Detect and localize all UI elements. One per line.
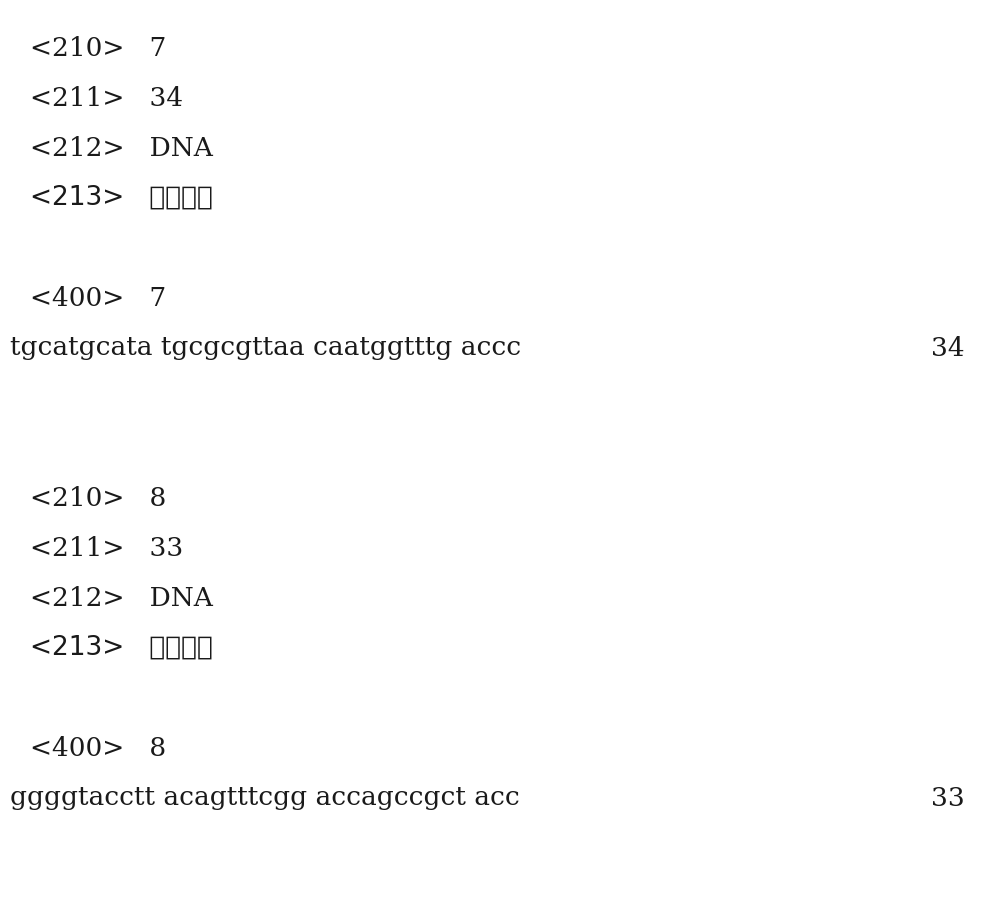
Text: <400>   7: <400> 7 [30, 285, 166, 310]
Text: <211>   34: <211> 34 [30, 86, 183, 111]
Text: <400>   8: <400> 8 [30, 736, 166, 761]
Text: <213>   人工序列: <213> 人工序列 [30, 185, 213, 211]
Text: <210>   7: <210> 7 [30, 35, 166, 61]
Text: <212>   DNA: <212> DNA [30, 585, 213, 610]
Text: <213>   人工序列: <213> 人工序列 [30, 635, 213, 661]
Text: <211>   33: <211> 33 [30, 535, 183, 560]
Text: tgcatgcata tgcgcgttaa caatggtttg accc: tgcatgcata tgcgcgttaa caatggtttg accc [10, 335, 521, 361]
Text: ggggtacctt acagtttcgg accagccgct acc: ggggtacctt acagtttcgg accagccgct acc [10, 785, 520, 810]
Text: 34: 34 [931, 335, 965, 361]
Text: 33: 33 [931, 785, 965, 810]
Text: <210>   8: <210> 8 [30, 485, 166, 510]
Text: <212>   DNA: <212> DNA [30, 136, 213, 161]
